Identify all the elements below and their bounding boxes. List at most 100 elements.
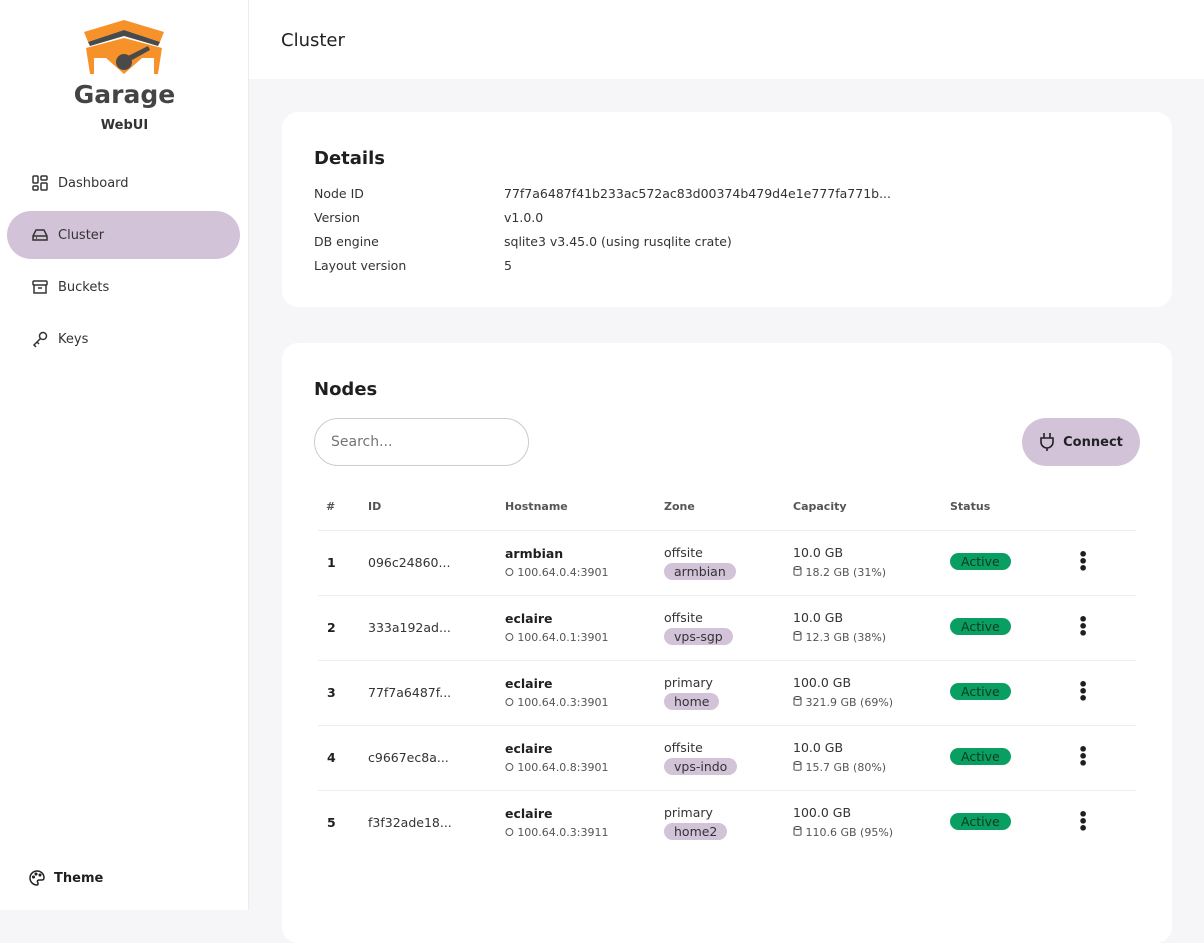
node-usage-text: 321.9 GB (69%)	[805, 696, 894, 709]
node-number: 1	[327, 555, 336, 570]
node-usage-text: 110.6 GB (95%)	[805, 826, 894, 839]
sidebar-item-label: Cluster	[58, 227, 105, 243]
palette-icon	[29, 870, 45, 886]
node-hostname: armbian	[505, 546, 564, 561]
detail-value: sqlite3 v3.45.0 (using rusqlite crate)	[504, 234, 732, 249]
node-hostname: eclaire	[505, 676, 553, 691]
page-title: Cluster	[281, 30, 345, 51]
node-usage-text: 15.7 GB (80%)	[805, 761, 887, 774]
node-address: ⭘ 100.64.0.3:3911	[505, 826, 609, 840]
column-header-hostname: Hostname	[505, 500, 568, 513]
node-capacity: 10.0 GB	[793, 610, 844, 625]
node-id: c9667ec8a...	[368, 750, 449, 765]
node-usage: 321.9 GB (69%)	[793, 696, 893, 709]
column-header-number: #	[326, 500, 336, 513]
sidebar-item-label: Keys	[58, 331, 89, 347]
detail-value: 77f7a6487f41b233ac572ac83d00374b479d4e1e…	[504, 186, 892, 201]
share-icon: ⭘	[505, 761, 514, 774]
archive-icon	[32, 280, 48, 294]
detail-row-node-id: Node ID 77f7a6487f41b233ac572ac83d00374b4…	[314, 186, 891, 201]
node-id: 77f7a6487f...	[368, 685, 452, 700]
node-zone: primary	[664, 805, 713, 820]
node-number: 2	[327, 620, 336, 635]
node-address-text: 100.64.0.4:3901	[517, 566, 609, 579]
node-address: ⭘ 100.64.0.4:3901	[505, 566, 609, 580]
column-header-zone: Zone	[664, 500, 695, 513]
sidebar-item-dashboard[interactable]: Dashboard	[7, 159, 240, 207]
brand-title: Garage	[73, 80, 176, 109]
node-zone: primary	[664, 675, 713, 690]
node-zone: offsite	[664, 610, 703, 625]
sidebar-item-cluster[interactable]: Cluster	[7, 211, 240, 259]
disk-icon	[793, 631, 802, 641]
detail-value: v1.0.0	[504, 210, 544, 225]
node-zone: offsite	[664, 740, 703, 755]
node-id: f3f32ade18...	[368, 815, 452, 830]
node-capacity: 10.0 GB	[793, 740, 844, 755]
sidebar-item-label: Buckets	[58, 279, 110, 295]
node-tag: home	[664, 693, 720, 710]
sidebar-item-keys[interactable]: Keys	[7, 315, 240, 363]
table-row: 5 f3f32ade18... eclaire ⭘ 100.64.0.3:391…	[318, 790, 1136, 855]
detail-key: DB engine	[314, 234, 379, 249]
more-vertical-icon[interactable]: • • •	[1078, 610, 1089, 643]
more-vertical-icon[interactable]: • • •	[1078, 675, 1089, 708]
detail-row-db-engine: DB engine sqlite3 v3.45.0 (using rusqlite…	[314, 234, 732, 249]
node-zone: offsite	[664, 545, 703, 560]
details-title: Details	[314, 148, 385, 169]
table-row: 4 c9667ec8a... eclaire ⭘ 100.64.0.8:3901…	[318, 725, 1136, 790]
disk-icon	[793, 566, 802, 576]
node-capacity: 100.0 GB	[793, 675, 852, 690]
node-number: 3	[327, 685, 336, 700]
nodes-title: Nodes	[314, 379, 378, 400]
table-row: 2 333a192ad... eclaire ⭘ 100.64.0.1:3901…	[318, 595, 1136, 660]
sidebar-item-label: Dashboard	[58, 175, 129, 191]
column-header-status: Status	[950, 500, 991, 513]
theme-button[interactable]: Theme	[28, 869, 103, 887]
detail-value: 5	[504, 258, 512, 273]
nodes-card: Nodes Connect # ID Hostname Zone Capacit…	[282, 343, 1172, 943]
node-hostname: eclaire	[505, 611, 553, 626]
status-badge: Active	[950, 813, 1011, 830]
node-address-text: 100.64.0.1:3901	[517, 631, 609, 644]
node-usage: 12.3 GB (38%)	[793, 631, 886, 644]
share-icon: ⭘	[505, 566, 514, 579]
search-input[interactable]	[314, 418, 529, 466]
share-icon: ⭘	[505, 631, 514, 644]
node-id: 096c24860...	[368, 555, 451, 570]
share-icon: ⭘	[505, 826, 514, 839]
disk-icon	[793, 761, 802, 771]
key-icon	[32, 331, 48, 348]
node-id: 333a192ad...	[368, 620, 451, 635]
detail-key: Layout version	[314, 258, 407, 273]
node-address: ⭘ 100.64.0.8:3901	[505, 761, 609, 775]
node-hostname: eclaire	[505, 806, 553, 821]
connect-label: Connect	[1063, 434, 1123, 450]
node-tag: armbian	[664, 563, 736, 580]
column-header-id: ID	[368, 500, 382, 513]
node-usage: 110.6 GB (95%)	[793, 826, 893, 839]
status-badge: Active	[950, 683, 1011, 700]
column-header-capacity: Capacity	[793, 500, 847, 513]
node-tag: home2	[664, 823, 728, 840]
connect-button[interactable]: Connect	[1022, 418, 1140, 466]
node-tag: vps-sgp	[664, 628, 733, 645]
disk-icon	[793, 696, 802, 706]
garage-logo	[84, 20, 164, 74]
detail-row-version: Version v1.0.0	[314, 210, 543, 225]
node-tag: vps-indo	[664, 758, 738, 775]
node-usage: 18.2 GB (31%)	[793, 566, 886, 579]
disk-icon	[793, 826, 802, 836]
more-vertical-icon[interactable]: • • •	[1078, 805, 1089, 838]
more-vertical-icon[interactable]: • • •	[1078, 740, 1089, 773]
node-capacity: 100.0 GB	[793, 805, 852, 820]
sidebar-item-buckets[interactable]: Buckets	[7, 263, 240, 311]
detail-key: Node ID	[314, 186, 364, 201]
node-address-text: 100.64.0.3:3911	[517, 826, 609, 839]
node-capacity: 10.0 GB	[793, 545, 844, 560]
plug-icon	[1040, 433, 1054, 451]
node-usage: 15.7 GB (80%)	[793, 761, 886, 774]
detail-row-layout-version: Layout version 5	[314, 258, 512, 273]
more-vertical-icon[interactable]: • • •	[1078, 545, 1089, 578]
status-badge: Active	[950, 553, 1011, 570]
